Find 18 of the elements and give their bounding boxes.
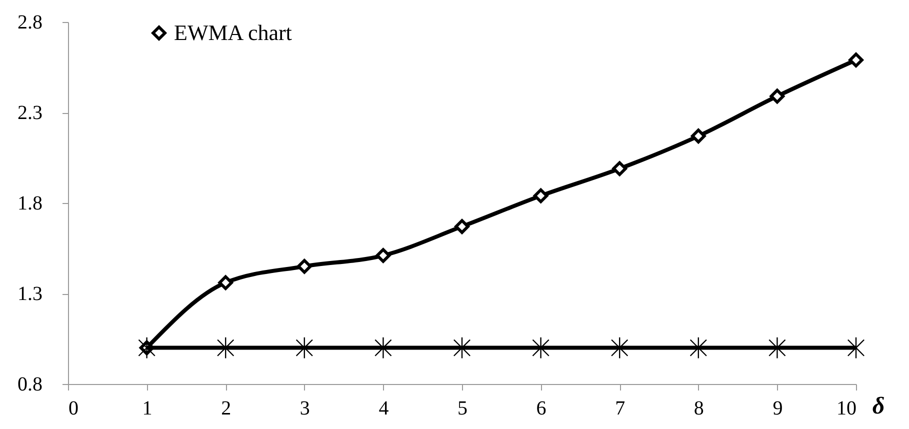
x-axis-title: δ [872, 394, 885, 420]
x-tick-label: 3 [300, 398, 310, 420]
y-tick-label: 2.8 [18, 12, 42, 34]
y-tick-label: 2.3 [18, 102, 42, 124]
legend-label: EWMA chart [174, 20, 292, 45]
x-tick-label: 10 [836, 398, 856, 420]
y-tick-label: 1.3 [18, 283, 42, 305]
x-tick-label: 6 [536, 398, 546, 420]
x-tick-label: 1 [142, 398, 152, 420]
x-tick-label: 2 [221, 398, 232, 420]
y-tick-label: 0.8 [18, 374, 42, 396]
x-tick-label: 8 [694, 398, 704, 420]
x-tick-label: 0 [68, 398, 78, 420]
x-tick-label: 9 [772, 398, 783, 420]
x-tick-label: 5 [458, 398, 468, 420]
x-tick-label: 7 [615, 398, 626, 420]
x-tick-label: 4 [378, 398, 389, 420]
y-tick-label: 1.8 [18, 192, 42, 214]
